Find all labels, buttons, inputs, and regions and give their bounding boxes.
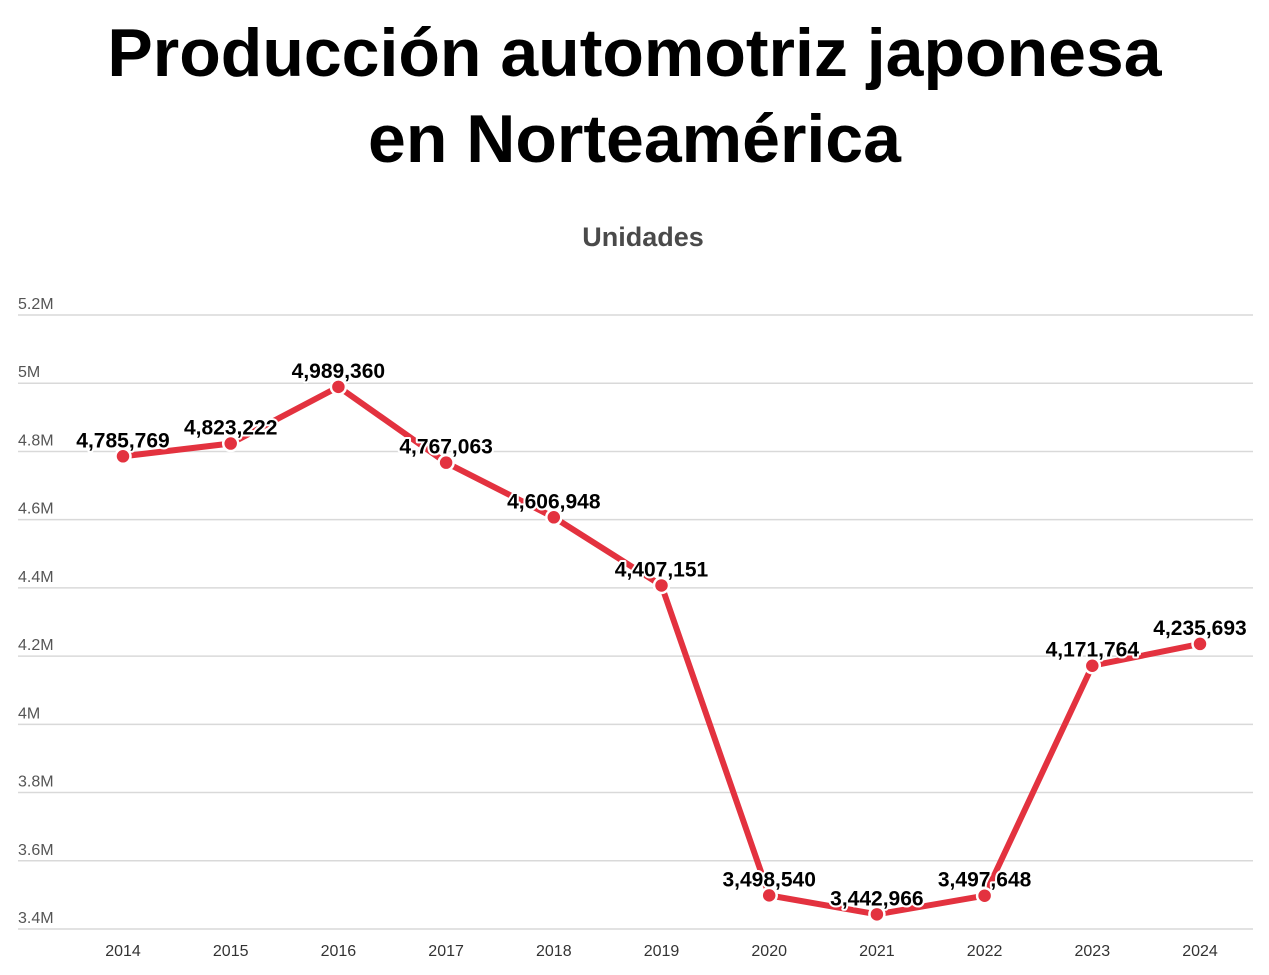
data-point [975,886,994,905]
x-tick-label: 2019 [644,943,680,960]
data-label: 4,767,063 [399,436,492,459]
x-tick-label: 2017 [428,943,464,960]
data-point [760,886,778,905]
data-point [652,576,671,595]
data-label: 4,785,769 [76,429,169,452]
x-tick-label: 2014 [105,943,141,960]
data-label: 4,989,360 [292,360,385,383]
y-tick-label: 4.2M [18,637,54,654]
data-label: 4,235,693 [1153,617,1246,640]
x-tick-label: 2018 [536,943,572,960]
x-tick-label: 2023 [1075,943,1111,960]
x-tick-label: 2020 [751,943,787,960]
data-label: 4,171,764 [1046,639,1140,662]
y-tick-label: 5M [18,364,40,381]
y-axis: 3.4M 3.6M 3.8M 4M 4.2M 4.4M 4.6M 4.8M 5M 5.2M [18,296,54,927]
x-axis: 2014 2015 2016 2017 2018 2019 2020 2021 2022 2023… [105,943,1218,960]
data-point [1191,635,1209,653]
y-tick-label: 4.8M [18,432,54,449]
x-tick-label: 2024 [1182,943,1218,960]
y-tick-label: 3.6M [18,842,54,859]
data-point [545,508,563,527]
data-point [221,434,240,453]
chart-subtitle: Unidades [582,222,704,252]
data-label: 3,498,540 [722,868,815,891]
grid-layer [18,314,1253,930]
y-tick-label: 3.8M [18,774,54,791]
data-label: 3,497,648 [938,869,1032,892]
series-line [120,383,1203,918]
series-layer [114,378,1209,924]
data-label-layer: 4,785,769 4,823,222 4,989,360 4,767,063 4,60… [74,358,1248,912]
y-tick-label: 4M [18,705,40,722]
data-point [1083,656,1102,675]
data-point [329,378,348,396]
y-tick-label: 3.4M [18,910,54,927]
y-tick-label: 4.6M [18,501,54,518]
data-label: 4,606,948 [507,490,601,513]
data-point [437,453,455,472]
chart-title-line-2: en Norteamérica [368,101,901,177]
y-tick-label: 4.4M [18,569,54,586]
data-point [114,447,132,466]
data-label: 4,407,151 [615,558,709,581]
x-tick-label: 2021 [859,943,895,960]
y-tick-label: 5.2M [18,296,54,313]
data-point [868,905,886,924]
data-label: 4,823,222 [184,417,277,440]
data-label: 3,442,966 [830,887,923,910]
chart-title: Producción automotriz japonesa en Nortea… [0,10,1269,182]
x-tick-label: 2015 [213,943,249,960]
x-tick-label: 2016 [321,943,357,960]
chart-title-line-1: Producción automotriz japonesa [107,15,1162,91]
x-tick-label: 2022 [967,943,1003,960]
